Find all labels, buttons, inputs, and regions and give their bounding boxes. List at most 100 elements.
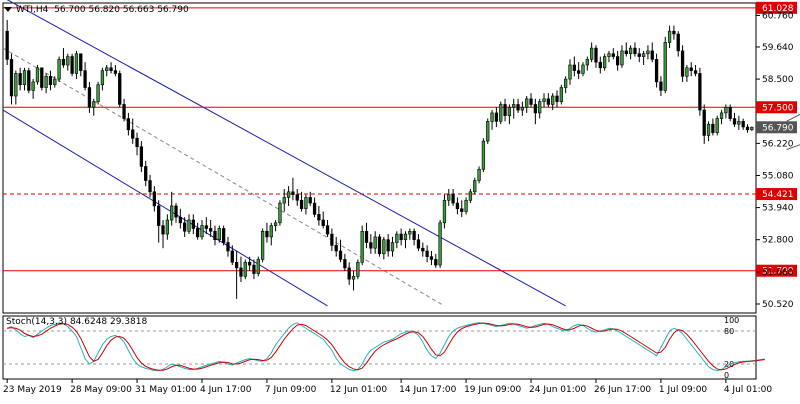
candle-body (490, 112, 494, 122)
price-tick-label: 55.080 (762, 171, 794, 181)
stoch-panel-frame (2, 315, 757, 380)
level-price-label: 57.500 (762, 103, 794, 113)
candle-body (408, 230, 412, 235)
candle-body (234, 261, 239, 269)
candle (533, 98, 538, 125)
time-tick-label: 24 Jun 01:00 (529, 385, 586, 395)
candle (434, 253, 438, 268)
candle-body (659, 81, 663, 91)
stoch-name: Stoch(14,3,3) (6, 317, 68, 327)
candle (546, 93, 550, 108)
candle (5, 19, 9, 65)
candle (377, 234, 382, 257)
candle (144, 160, 148, 187)
level-price-label: 54.421 (762, 190, 794, 200)
level-price-label: 61.028 (762, 4, 794, 14)
time-tick-label: 4 Jun 17:00 (200, 385, 252, 395)
candle-body (464, 199, 468, 212)
candle (321, 211, 325, 229)
candle (559, 84, 563, 105)
candle (170, 191, 174, 226)
candle (598, 56, 602, 74)
chevron-down-icon[interactable] (4, 7, 12, 12)
candle (247, 256, 252, 271)
candle-body (79, 53, 83, 71)
candle-body (221, 228, 226, 243)
candle (100, 67, 105, 91)
candle (719, 110, 724, 125)
candle-body (564, 78, 568, 88)
candle-body (551, 95, 555, 105)
candle (373, 231, 377, 254)
candle-body (732, 118, 737, 125)
candle-body (689, 67, 693, 71)
price-tick-label: 52.800 (762, 236, 794, 246)
candle-body (542, 98, 546, 102)
candle-body (243, 261, 247, 277)
candle (399, 228, 403, 246)
candle (204, 217, 208, 235)
candle (520, 101, 525, 116)
chart-header[interactable]: WTI,H4 56.700 56.820 56.663 56.790 (4, 5, 189, 15)
candle (239, 256, 243, 282)
candle (486, 118, 490, 144)
candle-body (512, 104, 516, 108)
candle-body (607, 53, 611, 57)
candle-body (685, 67, 689, 77)
candle (680, 45, 685, 82)
candle-body (321, 219, 325, 226)
candle-body (455, 202, 460, 210)
price-tick-label: 59.640 (762, 43, 794, 53)
price-tick-label: 56.220 (762, 139, 794, 149)
candle (702, 104, 706, 144)
candle (66, 53, 70, 71)
candle-body (533, 104, 538, 114)
candle (61, 48, 66, 68)
candle-body (499, 104, 503, 122)
candle (338, 239, 343, 263)
candle-body (96, 84, 100, 102)
candle-body (494, 112, 499, 122)
candle-body (386, 239, 390, 252)
stoch-main-line (6, 322, 765, 372)
candle-body (663, 42, 667, 91)
candle (286, 186, 291, 206)
candle-body (750, 126, 754, 131)
candle (386, 234, 390, 257)
candle (44, 73, 48, 94)
candle-body (646, 50, 650, 55)
candle (364, 222, 369, 249)
candle-body (364, 230, 369, 243)
candle (174, 203, 178, 223)
candle (628, 45, 633, 60)
candle-body (204, 225, 208, 229)
candle-body (139, 146, 144, 167)
candle-body (22, 70, 27, 86)
candle-body (278, 202, 282, 224)
candle (191, 214, 195, 235)
candle-body (295, 194, 299, 201)
candle-body (377, 236, 382, 255)
candle (291, 177, 295, 201)
candle (750, 126, 754, 131)
candle (221, 225, 226, 246)
level-price-label: 51.700 (762, 267, 794, 277)
time-tick-label: 4 Jul 01:00 (724, 385, 773, 395)
candle-body (273, 222, 278, 226)
level-price-tag (756, 1, 797, 14)
candle-body (282, 197, 286, 204)
candle (256, 256, 260, 277)
stoch-level-label: 80 (724, 327, 734, 336)
candle (148, 174, 152, 198)
candle (325, 220, 330, 237)
candle-body (144, 166, 148, 181)
candle (659, 76, 663, 96)
candle-body (200, 225, 204, 238)
candle-body (529, 98, 533, 105)
candle-body (581, 64, 585, 74)
channel-line (6, 0, 566, 307)
candle-body (338, 250, 343, 260)
candle (715, 115, 719, 136)
candle-body (356, 261, 360, 277)
stoch-values: 84.6248 29.3818 (69, 317, 148, 327)
